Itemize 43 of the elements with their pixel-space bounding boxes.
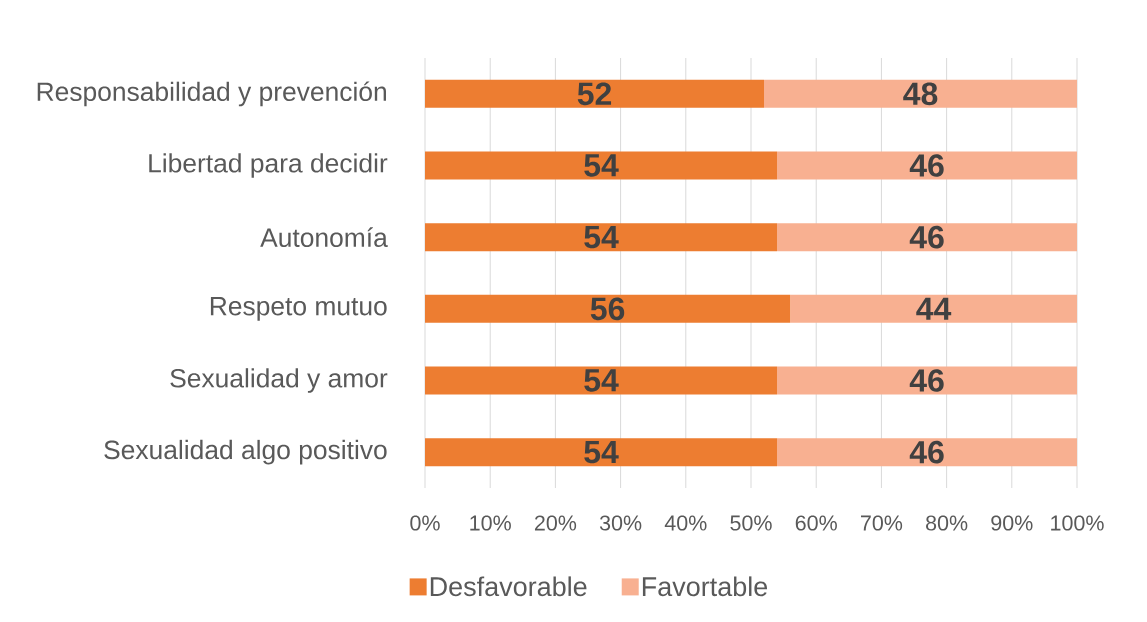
x-tick-label: 90% [991,515,1033,531]
x-tick-label: 100% [1051,515,1104,531]
bar [425,79,765,108]
bar [425,438,778,467]
data-label: 46 [909,369,944,392]
data-label: 46 [909,154,944,177]
y-tick-label: Sexualidad algo positivo [104,439,387,465]
bar [425,223,778,252]
x-tick-label: 70% [861,515,903,531]
data-label: 44 [916,297,952,320]
bar [777,438,1078,467]
x-tick-label: 60% [795,515,837,531]
bar [764,79,1078,108]
x-tick-label: 50% [730,515,772,531]
bar [777,151,1078,180]
y-tick-label: Responsabilidad y prevención [37,81,386,107]
x-tick-label: 80% [926,515,968,531]
bar [425,294,791,323]
data-label: 54 [584,154,619,177]
x-tick-label: 10% [470,515,511,531]
data-label: 46 [909,440,944,464]
data-label: 48 [903,82,938,106]
y-tick-label: Libertad para decidir [149,153,388,178]
bar [777,223,1078,252]
bar [790,294,1078,323]
x-tick-label: 30% [599,515,642,531]
data-label: 56 [590,297,625,321]
y-tick-label: Sexualidad y amor [170,368,388,393]
data-label: 54 [584,226,619,249]
data-label: 46 [909,225,944,249]
data-label: 54 [584,369,619,392]
x-tick-label: 0% [410,515,440,531]
data-label: 52 [577,82,612,106]
y-tick-label: Autonomía [260,227,388,248]
x-tick-label: 20% [534,515,577,531]
legend-label: Favortable [642,576,768,597]
data-label: 54 [584,441,619,464]
bar [425,366,778,395]
bar [777,366,1078,395]
bar [425,151,778,180]
legend-label: Desfavorable [430,576,587,597]
y-tick-label: Respeto mutuo [210,297,387,321]
x-tick-label: 40% [664,515,707,531]
